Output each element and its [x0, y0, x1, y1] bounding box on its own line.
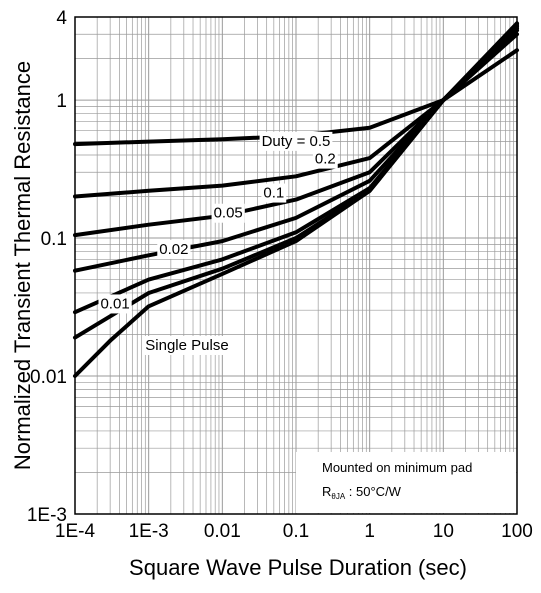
- y-tick-label: 1E-3: [27, 505, 67, 526]
- series-label-1: 0.2: [315, 151, 336, 168]
- mounting-note: Mounted on minimum pad RθJA : 50°C/W: [296, 452, 516, 513]
- series-label-5: 0.01: [100, 295, 129, 312]
- series-label-bg: [211, 203, 245, 223]
- series-label-0: Duty = 0.5: [262, 133, 331, 150]
- x-axis-label: Square Wave Pulse Duration (sec): [129, 555, 467, 580]
- series-line-6: [73, 21, 519, 378]
- note-background: [296, 452, 516, 513]
- y-tick-label: 0.01: [30, 367, 67, 388]
- note-line-1: Mounted on minimum pad: [322, 460, 472, 475]
- x-tick-label: 0.1: [283, 521, 309, 542]
- y-tick-label: 4: [56, 8, 67, 29]
- x-tick-label: 1E-4: [55, 521, 96, 542]
- y-tick-label: 0.1: [41, 229, 67, 250]
- x-tick-label: 10: [433, 521, 454, 542]
- series-group: [73, 21, 519, 378]
- series-labels: Duty = 0.50.2 0.1 0.05 0.02 0.01 Single Pulse: [98, 131, 338, 355]
- series-label-3: 0.05: [214, 205, 243, 222]
- series-label-6: Single Pulse: [145, 337, 228, 354]
- series-label-4: 0.02: [159, 241, 188, 258]
- x-tick-label: 100: [501, 521, 533, 542]
- y-tick-label: 1: [56, 91, 67, 112]
- series-label-bg: [143, 335, 231, 355]
- x-tick-label: 1E-3: [129, 521, 169, 542]
- series-label-2: 0.1: [263, 185, 284, 202]
- series-label-bg: [261, 183, 287, 203]
- x-tick-label: 1: [364, 521, 375, 542]
- y-tick-labels: 1E-3 0.01 0.1 1 4: [27, 8, 68, 526]
- plot-frame: [74, 16, 518, 515]
- note-line-2: RθJA : 50°C/W: [322, 484, 402, 501]
- series-label-bg: [259, 131, 333, 151]
- x-tick-labels: 1E-4 1E-3 0.01 0.1 1 10 100: [55, 521, 533, 542]
- x-tick-label: 0.01: [204, 521, 241, 542]
- series-label-bg: [98, 294, 132, 314]
- y-axis-label: Normalized Transient Thermal Resistance: [10, 61, 35, 470]
- series-label-bg: [312, 149, 338, 169]
- series-label-bg: [157, 239, 191, 259]
